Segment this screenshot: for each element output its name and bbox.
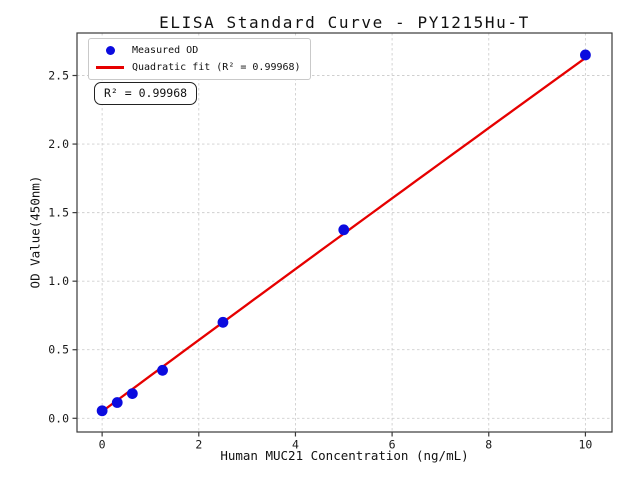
x-tick-label: 10 [578,438,592,452]
legend-handle [96,46,124,55]
legend-item-quadratic-fit: Quadratic fit (R² = 0.99968) [96,61,301,74]
y-tick-label: 0.5 [48,343,69,357]
y-tick-label: 1.0 [48,274,69,288]
x-tick-label: 4 [292,438,299,452]
legend-item-measured-od: Measured OD [96,44,301,57]
legend-label-quadratic-fit: Quadratic fit (R² = 0.99968) [132,62,301,73]
y-tick-label: 2.5 [48,69,69,83]
y-tick-label: 1.5 [48,206,69,220]
measured-od-point [96,405,108,417]
x-tick-label: 8 [485,438,492,452]
chart-title: ELISA Standard Curve - PY1215Hu-T [159,13,530,32]
measured-od-point [580,49,591,61]
y-tick-label: 2.0 [48,137,69,151]
quadratic-fit-line-icon [96,66,124,69]
measured-od-point [157,364,168,376]
legend-handle [96,66,124,69]
r-squared-annotation: R² = 0.99968 [94,82,198,105]
x-tick-label: 2 [195,438,202,452]
measured-od-point [111,397,123,408]
x-tick-label: 0 [99,438,106,452]
legend-label-measured-od: Measured OD [132,45,199,56]
legend: Measured OD Quadratic fit (R² = 0.99968) [88,38,311,80]
plot-border [76,32,613,433]
measured-od-point [217,316,229,328]
measured-od-point [338,224,350,236]
measured-od-marker-icon [105,46,115,55]
x-axis-label: Human MUC21 Concentration (ng/mL) [220,448,469,463]
x-tick-label: 6 [389,438,396,452]
y-axis-label: OD Value(450nm) [27,175,43,289]
y-tick-label: 0.0 [48,411,69,425]
measured-od-point [126,388,138,400]
